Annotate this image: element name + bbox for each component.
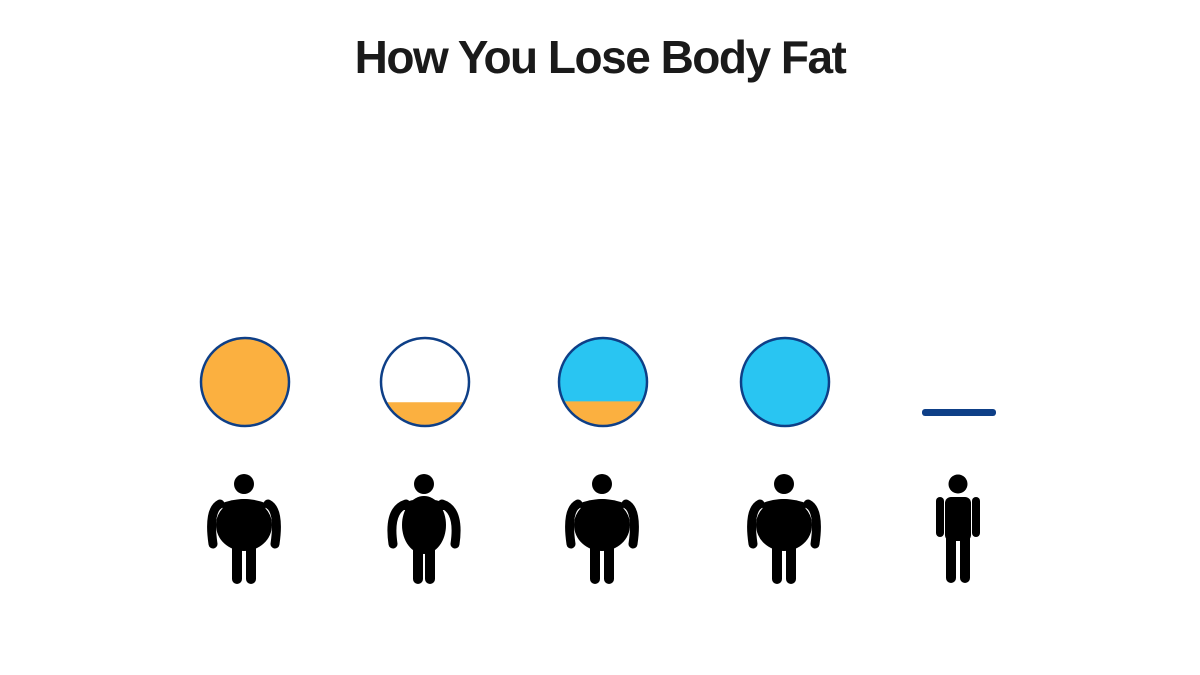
fat-cell-icon	[739, 336, 831, 428]
overweight-person-icon	[387, 474, 461, 584]
shrunk-fat-cell-icon	[922, 409, 996, 416]
overweight-person-icon	[747, 474, 821, 584]
fat-cell-icon	[557, 336, 649, 428]
fat-cell-icon	[379, 336, 471, 428]
overweight-person-icon	[207, 474, 281, 584]
overweight-person-icon	[565, 474, 639, 584]
thin-person-icon	[936, 474, 980, 583]
fat-cell-icon	[199, 336, 291, 428]
page-title: How You Lose Body Fat	[354, 31, 847, 83]
